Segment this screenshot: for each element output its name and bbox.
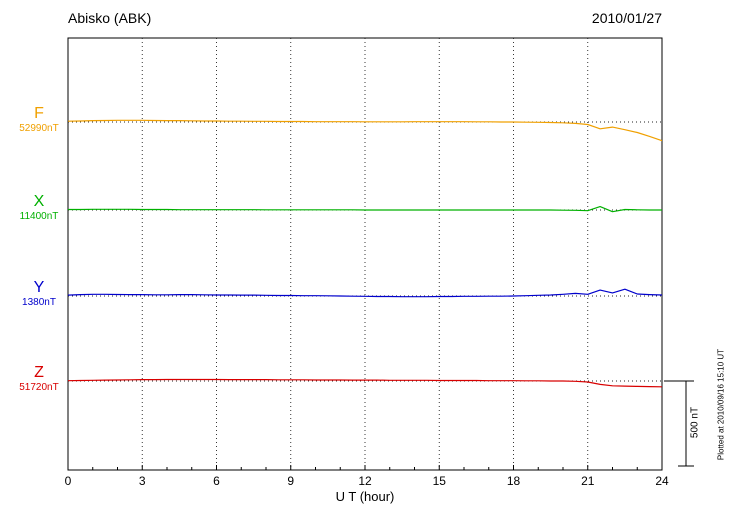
trace-Z <box>67 378 663 388</box>
x-tick-label: 0 <box>64 474 72 488</box>
series-label-Y: Y 1380nT <box>8 280 70 309</box>
x-tick-label: 18 <box>506 474 521 488</box>
series-letter: F <box>34 105 44 122</box>
trace-X <box>68 206 662 213</box>
x-tick-label: 24 <box>655 474 669 488</box>
series-label-Z: Z 51720nT <box>8 365 70 394</box>
series-base-value: 1380nT <box>22 297 56 308</box>
series-letter: Z <box>34 364 44 381</box>
x-tick-label: 21 <box>581 474 595 488</box>
x-tick-label: 15 <box>432 474 446 488</box>
series-letter: Y <box>33 279 45 296</box>
plotted-note: Plotted at 2010/09/16 15:10 UT <box>716 348 726 461</box>
x-tick-label: 6 <box>213 474 220 488</box>
date-label: 2010/01/27 <box>591 10 662 26</box>
x-tick-label: 12 <box>358 474 372 488</box>
scalebar-label: 500 nT <box>689 406 701 439</box>
x-axis-title: U T (hour) <box>335 489 395 504</box>
trace-F <box>67 119 663 142</box>
series-label-X: X 11400nT <box>8 194 70 223</box>
series-base-value: 52990nT <box>19 123 59 134</box>
x-tick-label: 9 <box>287 474 295 488</box>
series-base-value: 11400nT <box>19 211 59 222</box>
series-base-value: 51720nT <box>19 382 59 393</box>
trace-Y <box>67 288 663 298</box>
station-title: Abisko (ABK) <box>68 10 152 26</box>
series-label-F: F 52990nT <box>8 106 70 135</box>
x-tick-label: 3 <box>138 474 146 488</box>
series-letter: X <box>33 193 45 210</box>
